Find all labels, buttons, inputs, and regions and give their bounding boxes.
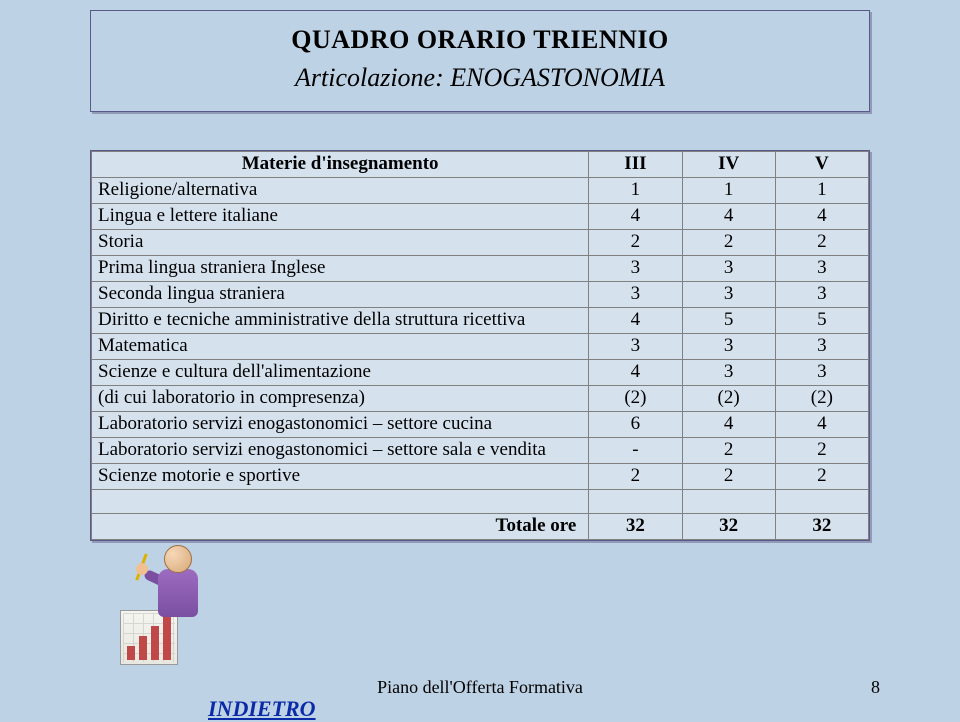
total-iv: 32 (682, 514, 775, 540)
cell-v: 3 (775, 360, 868, 386)
cell-iii: 1 (589, 178, 682, 204)
cell-subject: Matematica (92, 334, 589, 360)
cell-v: (2) (775, 386, 868, 412)
cell-iii: 4 (589, 360, 682, 386)
cell-iii: 4 (589, 308, 682, 334)
cell-iv: 5 (682, 308, 775, 334)
cell-v: 4 (775, 204, 868, 230)
cell-subject (92, 490, 589, 514)
header-iv: IV (682, 152, 775, 178)
cell-subject: Scienze e cultura dell'alimentazione (92, 360, 589, 386)
cell-v: 2 (775, 230, 868, 256)
footer-text: Piano dell'Offerta Formativa (0, 677, 960, 698)
cell-iii: 3 (589, 334, 682, 360)
cell-subject: Scienze motorie e sportive (92, 464, 589, 490)
table-row: Prima lingua straniera Inglese333 (92, 256, 869, 282)
title-main: QUADRO ORARIO TRIENNIO (111, 25, 849, 55)
total-v: 32 (775, 514, 868, 540)
presenter-illustration (120, 545, 200, 665)
header-subject: Materie d'insegnamento (92, 152, 589, 178)
table-row: Matematica333 (92, 334, 869, 360)
table-row: Diritto e tecniche amministrative della … (92, 308, 869, 334)
cell-iv: 3 (682, 360, 775, 386)
cell-iv: 2 (682, 438, 775, 464)
cell-iv: 3 (682, 256, 775, 282)
cell-v: 3 (775, 334, 868, 360)
cell-iv: 1 (682, 178, 775, 204)
table-row: Scienze motorie e sportive222 (92, 464, 869, 490)
cell-iii: 2 (589, 464, 682, 490)
cell-v: 2 (775, 464, 868, 490)
title-box: QUADRO ORARIO TRIENNIO Articolazione: EN… (90, 10, 870, 112)
cell-iii: (2) (589, 386, 682, 412)
table-row: Seconda lingua straniera333 (92, 282, 869, 308)
table-row: Storia222 (92, 230, 869, 256)
cell-v: 4 (775, 412, 868, 438)
cell-iii (589, 490, 682, 514)
total-iii: 32 (589, 514, 682, 540)
total-label: Totale ore (92, 514, 589, 540)
cell-iv (682, 490, 775, 514)
cell-iv: 3 (682, 282, 775, 308)
cell-v (775, 490, 868, 514)
cell-subject: Diritto e tecniche amministrative della … (92, 308, 589, 334)
cell-iv: 2 (682, 230, 775, 256)
timetable: Materie d'insegnamento III IV V Religion… (90, 150, 870, 541)
cell-subject: (di cui laboratorio in compresenza) (92, 386, 589, 412)
cell-subject: Seconda lingua straniera (92, 282, 589, 308)
cell-v: 2 (775, 438, 868, 464)
table-row (92, 490, 869, 514)
cell-iv: 4 (682, 412, 775, 438)
table-row: (di cui laboratorio in compresenza)(2)(2… (92, 386, 869, 412)
cell-subject: Laboratorio servizi enogastonomici – set… (92, 438, 589, 464)
cell-subject: Storia (92, 230, 589, 256)
cell-iv: (2) (682, 386, 775, 412)
chart-icon (120, 610, 178, 665)
cell-iv: 2 (682, 464, 775, 490)
cell-subject: Lingua e lettere italiane (92, 204, 589, 230)
table-row: Religione/alternativa111 (92, 178, 869, 204)
header-iii: III (589, 152, 682, 178)
cell-subject: Prima lingua straniera Inglese (92, 256, 589, 282)
cell-iii: 4 (589, 204, 682, 230)
cell-v: 5 (775, 308, 868, 334)
back-link[interactable]: INDIETRO (208, 696, 316, 722)
table-row: Laboratorio servizi enogastonomici – set… (92, 438, 869, 464)
cell-subject: Religione/alternativa (92, 178, 589, 204)
cell-v: 3 (775, 256, 868, 282)
table-header-row: Materie d'insegnamento III IV V (92, 152, 869, 178)
cell-iv: 4 (682, 204, 775, 230)
cell-iii: 2 (589, 230, 682, 256)
header-v: V (775, 152, 868, 178)
table-row: Laboratorio servizi enogastonomici – set… (92, 412, 869, 438)
cell-iii: 3 (589, 282, 682, 308)
cell-v: 1 (775, 178, 868, 204)
cell-iii: - (589, 438, 682, 464)
title-sub: Articolazione: ENOGASTONOMIA (111, 63, 849, 93)
table-row: Lingua e lettere italiane444 (92, 204, 869, 230)
page-number: 8 (871, 677, 880, 698)
cell-iv: 3 (682, 334, 775, 360)
cell-subject: Laboratorio servizi enogastonomici – set… (92, 412, 589, 438)
table-row: Scienze e cultura dell'alimentazione433 (92, 360, 869, 386)
timetable-table: Materie d'insegnamento III IV V Religion… (91, 151, 869, 540)
cell-iii: 6 (589, 412, 682, 438)
cell-iii: 3 (589, 256, 682, 282)
cell-v: 3 (775, 282, 868, 308)
total-row: Totale ore 32 32 32 (92, 514, 869, 540)
